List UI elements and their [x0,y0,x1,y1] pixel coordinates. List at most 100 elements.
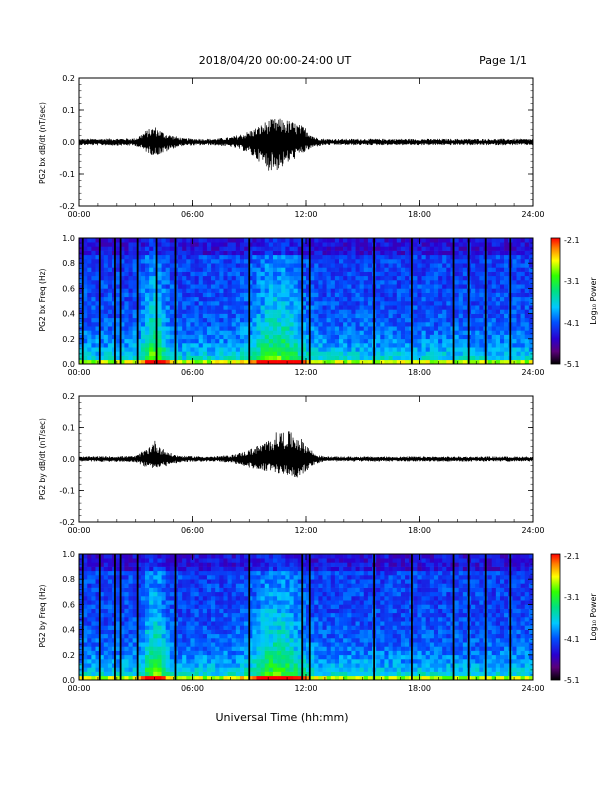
spectrogram-cell [149,359,154,365]
spectrogram-cell [355,254,360,260]
spectrogram-cell [165,280,171,285]
spectrogram-cell [182,591,187,597]
spectrogram-cell [140,596,146,601]
spectrogram-cell [178,604,183,609]
spectrogram-cell [219,646,224,651]
spectrogram-cell [433,301,439,306]
spectrogram-cell [206,659,212,664]
spectrogram-cell [120,242,125,247]
spectrogram-cell [520,305,526,310]
spectrogram-cell [161,663,166,668]
spectrogram-cell [223,646,228,651]
spectrogram-cell [306,359,311,365]
spectrogram-cell [103,596,109,601]
spectrogram-cell [83,638,88,643]
spectrogram-cell [211,238,216,243]
spectrogram-cell [178,663,183,668]
spectrogram-cell [380,301,385,306]
spectrogram-cell [186,566,191,572]
spectrogram-cell [318,259,323,264]
spectrogram-cell [322,347,327,352]
spectrogram-cell [140,296,146,302]
spectrogram-cell [520,288,526,293]
spectrogram-cell [165,566,171,572]
spectrogram-cell [120,313,125,319]
spectrogram-cell [136,313,142,319]
spectrogram-cell [91,238,96,243]
spectrogram-cell [136,267,142,272]
spectrogram-cell [454,301,460,306]
spectrogram-cell [206,587,212,593]
spectrogram-cell [339,359,344,365]
spectrogram-cell [198,675,204,681]
spectrogram-cell [380,313,385,319]
spectrogram-cell [79,566,84,572]
spectrogram-cell [107,583,113,588]
spectrogram-cell [339,330,344,335]
spectrogram-cell [169,596,175,601]
spectrogram-cell [293,305,299,310]
spectrogram-cell [145,659,150,664]
spectrogram-cell [367,317,373,323]
spectrogram-cell [264,263,270,268]
spectrogram-cell [491,267,497,272]
spectrogram-cell [211,288,216,293]
spectrogram-cell [128,612,133,618]
spectrogram-cell [190,659,195,664]
spectrogram-cell [157,317,162,323]
spectrogram-cell [103,558,109,563]
spectrogram-cell [252,238,257,243]
spectrogram-cell [124,575,129,580]
spectrogram-cell [215,238,220,243]
spectrogram-cell [239,309,245,314]
spectrogram-cell [145,326,150,331]
spectrogram-cell [256,659,261,664]
spectrogram-cell [79,608,84,614]
spectrogram-cell [227,629,233,635]
spectrogram-cell [169,650,175,656]
spectrogram-cell [231,351,237,356]
spectrogram-cell [252,617,257,622]
spectrogram-cell [120,629,125,635]
spectrogram-cell [343,330,348,335]
spectrogram-cell [165,675,171,681]
spectrogram-cell [91,284,96,289]
y-tick-label: 0.8 [62,259,75,268]
spectrogram-cell [491,271,497,277]
spectrogram-cell [219,334,224,340]
spectrogram-cell [128,292,133,298]
spectrogram-cell [190,671,195,677]
spectrogram-cell [178,242,183,247]
spectrogram-cell [202,596,208,601]
spectrogram-cell [446,250,451,256]
spectrogram-cell [182,301,187,306]
spectrogram-cell [256,638,261,643]
spectrogram-cell [264,663,270,668]
spectrogram-cell [198,591,204,597]
spectrogram-cell [421,359,426,365]
spectrogram-cell [83,330,88,335]
spectrogram-cell [103,600,109,605]
spectrogram-cell [161,355,166,361]
x-tick-label: 00:00 [67,210,90,219]
spectrogram-cell [475,343,480,348]
spectrogram-cell [433,259,439,264]
spectrogram-cell [215,263,220,268]
spectrogram-cell [235,296,241,302]
spectrogram-cell [202,654,208,660]
spectrogram-cell [83,562,88,567]
spectrogram-cell [380,267,385,272]
spectrogram-cell [417,347,422,352]
spectrogram-cell [425,305,431,310]
spectrogram-cell [504,326,509,331]
spectrogram-cell [161,254,166,260]
spectrogram-cell [165,343,171,348]
spectrogram-cell [524,326,530,331]
spectrogram-cell [239,554,245,559]
spectrogram-cell [178,675,183,681]
spectrogram-cell [120,326,125,331]
spectrogram-cell [504,343,509,348]
spectrogram-cell [429,254,435,260]
spectrogram-cell [116,338,121,344]
spectrogram-cell [524,259,530,264]
